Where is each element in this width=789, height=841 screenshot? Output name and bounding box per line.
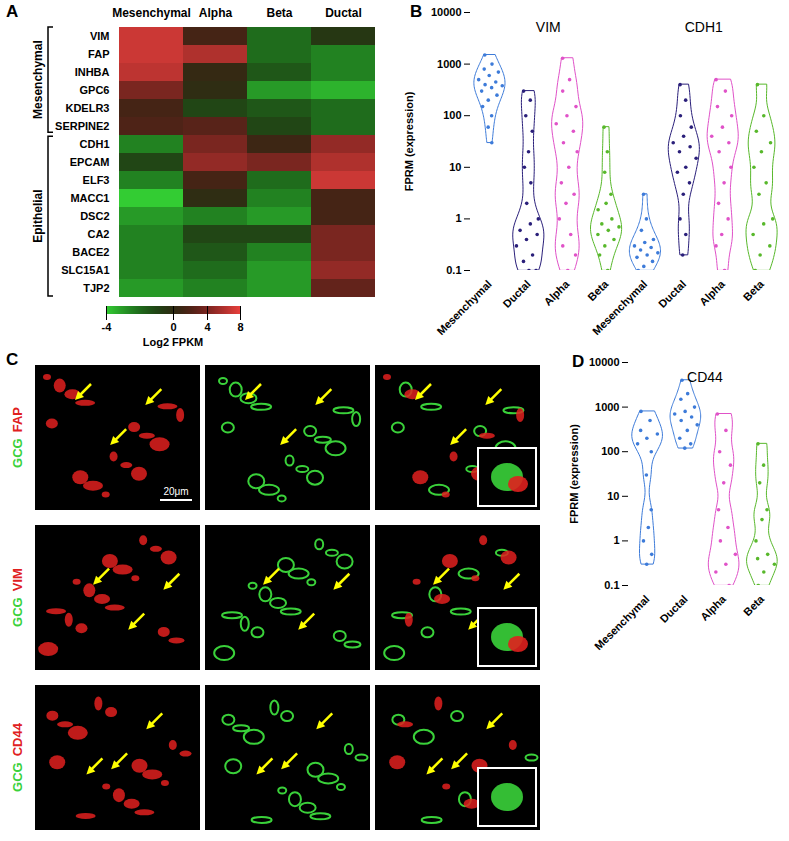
svg-text:GCGVIM: GCGVIM [10,568,25,627]
svg-text:Ductal: Ductal [500,278,532,310]
svg-text:Beta: Beta [266,6,292,20]
html-text:A: A [6,2,19,21]
svg-text:10000: 10000 [589,356,620,368]
svg-text:Ductal: Ductal [656,278,688,310]
svg-text:EPCAM: EPCAM [70,156,110,168]
svg-text:Beta: Beta [741,592,767,618]
svg-text:Alpha: Alpha [697,277,728,308]
svg-text:GCGCD44: GCGCD44 [10,722,25,792]
svg-text:BACE2: BACE2 [72,246,109,258]
svg-text:TJP2: TJP2 [83,282,109,294]
svg-text:CA2: CA2 [87,228,109,240]
svg-text:8: 8 [237,321,243,333]
svg-text:CDH1: CDH1 [80,138,110,150]
svg-text:0.1: 0.1 [446,264,461,276]
svg-text:GCGFAP: GCGFAP [10,407,25,468]
svg-text:0: 0 [170,321,176,333]
svg-text:CD44: CD44 [687,369,723,385]
svg-text:Ductal: Ductal [658,593,690,625]
svg-text:FPRM (expression): FPRM (expression) [403,91,415,191]
svg-text:INHBA: INHBA [75,66,110,78]
svg-text:10: 10 [449,161,461,173]
svg-text:100: 100 [601,445,619,457]
svg-text:-4: -4 [102,321,113,333]
svg-text:SLC15A1: SLC15A1 [61,264,109,276]
svg-text:10: 10 [607,490,619,502]
svg-text:10000: 10000 [431,6,462,18]
html-text:C: C [6,350,19,369]
svg-text:Epithelial: Epithelial [31,189,45,242]
svg-text:KDELR3: KDELR3 [65,102,109,114]
svg-text:0.1: 0.1 [604,579,619,591]
svg-text:4: 4 [204,321,211,333]
svg-text:1000: 1000 [595,401,619,413]
svg-text:FPRM (expression): FPRM (expression) [568,424,580,524]
svg-text:SERPINE2: SERPINE2 [55,120,109,132]
svg-text:VIM: VIM [536,19,561,35]
svg-text:Mesenchymal: Mesenchymal [31,40,45,119]
svg-text:ELF3: ELF3 [83,174,110,186]
svg-text:Alpha: Alpha [541,277,572,308]
svg-text:Mesenchymal: Mesenchymal [590,278,650,338]
svg-text:1: 1 [455,212,461,224]
html-text:B: B [410,2,423,21]
svg-text:DSC2: DSC2 [80,210,109,222]
svg-text:CDH1: CDH1 [685,19,723,35]
svg-text:1000: 1000 [437,58,461,70]
svg-text:Ductal: Ductal [325,6,362,20]
svg-text:20μm: 20μm [163,486,188,497]
svg-text:MACC1: MACC1 [70,192,109,204]
svg-text:FAP: FAP [88,48,109,60]
svg-text:VIM: VIM [90,30,110,42]
svg-text:Beta: Beta [585,277,611,303]
svg-text:Mesenchymal: Mesenchymal [112,6,191,20]
svg-text:1: 1 [613,534,619,546]
svg-text:Alpha: Alpha [698,592,729,623]
html-text:D: D [572,352,585,371]
svg-text:Mesenchymal: Mesenchymal [592,593,652,653]
svg-text:GPC6: GPC6 [80,84,110,96]
svg-text:Beta: Beta [741,277,767,303]
svg-text:Alpha: Alpha [199,6,233,20]
svg-text:100: 100 [443,109,461,121]
html-text:Log2 FPKM: Log2 FPKM [142,336,204,348]
svg-text:Mesenchymal: Mesenchymal [434,278,494,338]
